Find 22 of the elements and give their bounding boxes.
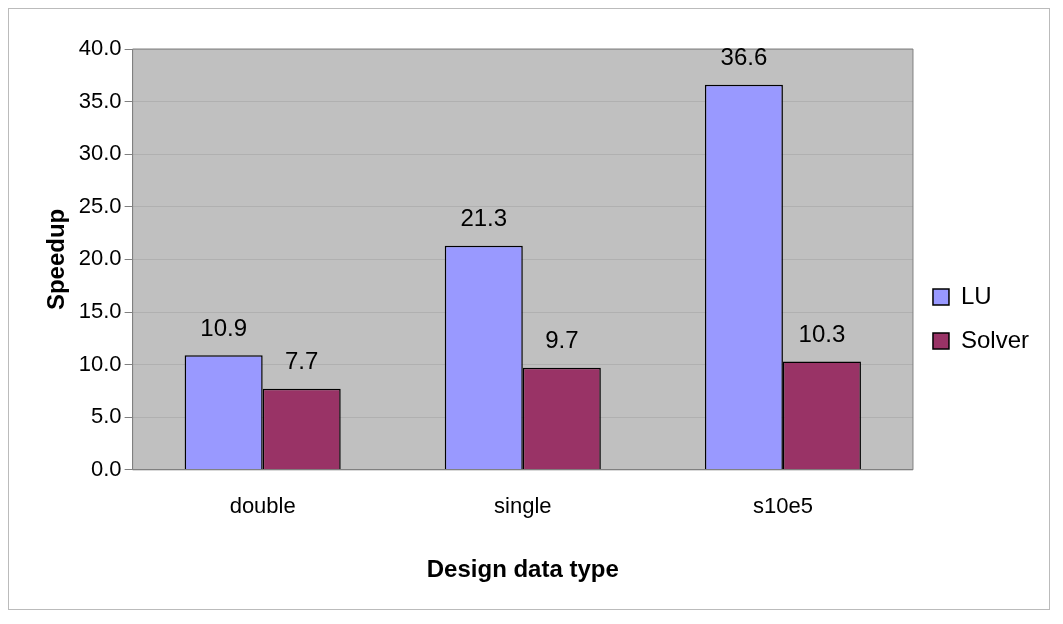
y-tick-label: 10.0 bbox=[78, 350, 122, 376]
legend-label: Solver bbox=[960, 325, 1030, 353]
y-tick-label: 15.0 bbox=[78, 298, 122, 324]
x-tick-label: double bbox=[229, 493, 296, 519]
data-label: 7.7 bbox=[285, 347, 319, 375]
data-label: 10.9 bbox=[200, 313, 248, 341]
data-label: 21.3 bbox=[460, 204, 508, 232]
data-label: 36.6 bbox=[720, 43, 768, 71]
y-tick-label: 25.0 bbox=[78, 192, 122, 218]
y-tick-label: 0.0 bbox=[91, 455, 122, 481]
x-tick-label: single bbox=[494, 493, 552, 519]
data-label: 10.3 bbox=[798, 320, 846, 348]
y-tick-label: 30.0 bbox=[78, 140, 122, 166]
legend-label: LU bbox=[960, 281, 992, 309]
y-tick-label: 40.0 bbox=[78, 35, 122, 61]
x-tick-label: s10e5 bbox=[752, 493, 813, 519]
y-axis-title: Speedup bbox=[42, 208, 70, 311]
y-tick-label: 5.0 bbox=[91, 403, 122, 429]
y-tick-label: 20.0 bbox=[78, 245, 122, 271]
data-label: 9.7 bbox=[545, 326, 579, 354]
y-tick-label: 35.0 bbox=[78, 87, 122, 113]
x-axis-title: Design data type bbox=[426, 555, 619, 583]
